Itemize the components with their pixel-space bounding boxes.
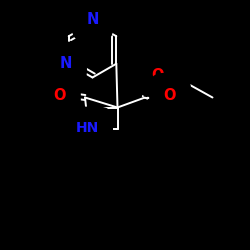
Text: HN: HN xyxy=(76,120,99,134)
Text: O: O xyxy=(54,88,66,102)
Text: N: N xyxy=(86,12,99,28)
Text: O: O xyxy=(151,68,164,82)
Text: N: N xyxy=(60,56,72,71)
Text: O: O xyxy=(164,88,176,102)
